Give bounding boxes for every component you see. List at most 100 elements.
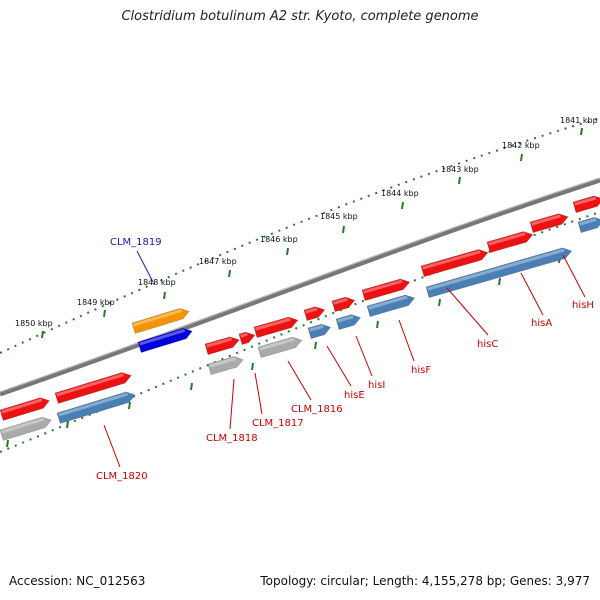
gene-arrow[interactable] <box>56 390 137 424</box>
gene-feature[interactable] <box>572 194 600 213</box>
scale-tick-major <box>401 201 404 210</box>
gene-arrow-shine <box>337 315 354 323</box>
gene-arrow[interactable] <box>137 326 194 353</box>
gene-label-hish[interactable]: hisH <box>572 300 594 311</box>
gene-arrow-shine <box>209 357 237 368</box>
genome-backbone-highlight <box>0 177 600 393</box>
gene-label-hisf[interactable]: hisF <box>411 365 431 376</box>
gene-feature[interactable] <box>253 315 299 338</box>
scale-tick-major <box>6 439 9 448</box>
gene-label-clm-1816[interactable]: CLM_1816 <box>291 404 343 415</box>
gene-arrow-shine <box>531 214 561 226</box>
gene-arrow[interactable] <box>366 293 416 317</box>
label-leader-line <box>229 378 235 430</box>
gene-feature[interactable] <box>486 229 534 253</box>
inner-scale-track <box>0 211 600 453</box>
scale-tick-major <box>228 269 231 278</box>
gene-arrow[interactable] <box>303 304 326 321</box>
kbp-label: 1841 kbp <box>560 116 598 125</box>
gene-feature[interactable] <box>0 415 53 441</box>
gene-arrow[interactable] <box>253 315 299 338</box>
gene-arrow[interactable] <box>238 330 256 345</box>
gene-arrow[interactable] <box>307 322 332 339</box>
genome-summary-text: Topology: circular; Length: 4,155,278 bp… <box>260 574 590 588</box>
gene-feature[interactable] <box>207 354 245 375</box>
gene-feature[interactable] <box>137 326 194 353</box>
gene-label-clm-1818[interactable]: CLM_1818 <box>206 433 258 444</box>
gene-feature[interactable] <box>420 247 489 277</box>
gene-feature[interactable] <box>361 277 411 301</box>
gene-arrow-shine <box>1 417 45 434</box>
gene-arrow[interactable] <box>331 295 356 312</box>
gene-label-hisc[interactable]: hisC <box>477 339 498 350</box>
gene-label-hisa[interactable]: hisA <box>531 318 552 329</box>
gene-label-clm-1817[interactable]: CLM_1817 <box>252 418 304 429</box>
gene-arrow[interactable] <box>335 312 362 330</box>
label-leader-line <box>520 272 544 316</box>
gene-arrow-shine <box>363 279 403 294</box>
gene-feature[interactable] <box>0 395 51 421</box>
gene-arrow-shine <box>427 248 565 291</box>
gene-feature[interactable] <box>331 295 356 312</box>
kbp-label: 1842 kbp <box>502 141 540 150</box>
gene-feature[interactable] <box>131 306 191 334</box>
kbp-label: 1845 kbp <box>320 212 358 221</box>
gene-arrow[interactable] <box>257 335 303 358</box>
gene-label-clm-1819[interactable]: CLM_1819 <box>110 237 162 248</box>
gene-feature[interactable] <box>303 304 326 321</box>
gene-arrow[interactable] <box>207 354 245 375</box>
gene-feature[interactable] <box>307 322 332 339</box>
gene-arrow[interactable] <box>529 212 570 233</box>
scale-tick-major <box>438 298 441 307</box>
gene-label-clm-1820[interactable]: CLM_1820 <box>96 471 148 482</box>
label-leader-line <box>326 345 352 387</box>
gene-features <box>0 194 600 441</box>
gene-arrow[interactable] <box>0 415 53 441</box>
gene-feature[interactable] <box>204 335 241 355</box>
scale-tick-major <box>103 309 106 318</box>
gene-feature[interactable] <box>425 246 573 298</box>
gene-feature[interactable] <box>335 312 362 330</box>
gene-arrow[interactable] <box>361 277 411 301</box>
label-leader-line <box>287 360 312 401</box>
gene-arrow[interactable] <box>131 306 191 334</box>
gene-arrow-shine <box>56 373 125 397</box>
label-leader-line <box>254 372 263 415</box>
kbp-label: 1848 kbp <box>138 278 176 287</box>
kbp-label: 1843 kbp <box>441 165 479 174</box>
gene-arrow[interactable] <box>54 370 133 404</box>
gene-arrow[interactable] <box>577 215 600 233</box>
gene-feature[interactable] <box>577 215 600 233</box>
gene-arrow-shine <box>305 307 318 314</box>
gene-feature[interactable] <box>257 335 303 358</box>
gene-feature[interactable] <box>56 390 137 424</box>
gene-feature[interactable] <box>366 293 416 317</box>
scale-tick-major <box>520 153 523 162</box>
gene-arrow-shine <box>206 337 233 348</box>
gene-feature[interactable] <box>238 330 256 345</box>
gene-arrow-shine <box>133 309 182 327</box>
gene-feature[interactable] <box>54 370 133 404</box>
gene-arrow-shine <box>574 196 597 206</box>
gene-arrow[interactable] <box>0 395 51 421</box>
scale-tick-major <box>458 176 461 185</box>
label-leader-line <box>103 424 121 468</box>
gene-label-hise[interactable]: hisE <box>344 390 365 401</box>
scale-tick-major <box>580 127 583 136</box>
gene-arrow[interactable] <box>204 335 241 355</box>
kbp-label: 1847 kbp <box>199 257 237 266</box>
gene-arrow[interactable] <box>420 247 489 277</box>
gene-arrow[interactable] <box>425 246 573 298</box>
scale-tick-major <box>66 420 69 429</box>
gene-feature[interactable] <box>529 212 570 233</box>
gene-arrow[interactable] <box>572 194 600 213</box>
gene-arrow[interactable] <box>486 229 534 253</box>
gene-arrow-shine <box>488 232 526 246</box>
gene-arrow-shine <box>368 295 408 310</box>
gene-label-hisi[interactable]: hisI <box>368 380 385 391</box>
gene-arrow-shine <box>139 328 186 346</box>
gene-arrow-shine <box>58 392 128 417</box>
label-leader-line <box>136 250 154 283</box>
gene-arrow-shine <box>259 337 295 351</box>
